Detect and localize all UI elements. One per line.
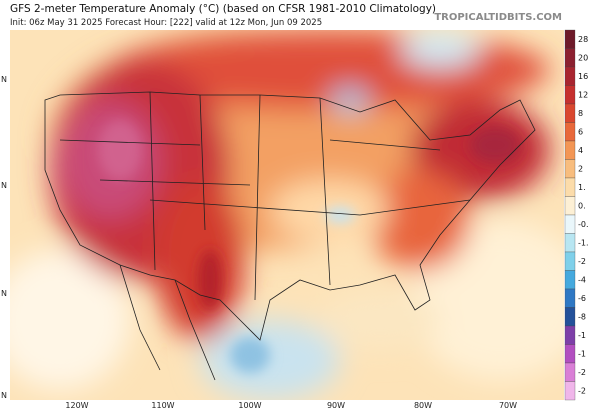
colorbar-swatch bbox=[564, 270, 576, 290]
colorbar-swatch bbox=[564, 85, 576, 105]
longitude-label: 110W bbox=[151, 401, 174, 410]
init-line: Init: 06z May 31 2025 Forecast Hour: [22… bbox=[10, 18, 322, 28]
colorbar-label: -0. bbox=[578, 220, 589, 229]
colorbar-label: 20 bbox=[578, 53, 588, 62]
latitude-label: N bbox=[1, 391, 7, 400]
colorbar-label: 4 bbox=[578, 146, 583, 155]
colorbar-swatch bbox=[564, 196, 576, 216]
latitude-label: N bbox=[1, 289, 7, 298]
colorbar-swatch bbox=[564, 381, 576, 401]
watermark: TROPICALTIDBITS.COM bbox=[434, 12, 562, 23]
title: GFS 2-meter Temperature Anomaly (°C) (ba… bbox=[10, 3, 436, 15]
colorbar: 28 20 16 12 8 6 4 2 1. 0. -0. -1. -2 -4 -6 -8 -1 -1 -2 -2 bbox=[564, 29, 589, 401]
colorbar-label: -1. bbox=[578, 238, 589, 247]
colorbar-label: 2 bbox=[578, 164, 583, 173]
colorbar-swatch bbox=[564, 214, 576, 234]
colorbar-label: 28 bbox=[578, 35, 588, 44]
longitude-label: 70W bbox=[499, 401, 517, 410]
colorbar-swatch bbox=[564, 48, 576, 68]
colorbar-swatch bbox=[564, 103, 576, 123]
colorbar-label: 6 bbox=[578, 127, 583, 136]
colorbar-label: 12 bbox=[578, 90, 588, 99]
colorbar-label: 16 bbox=[578, 72, 588, 81]
colorbar-swatch bbox=[564, 288, 576, 308]
colorbar-swatch bbox=[564, 140, 576, 160]
map-field bbox=[10, 30, 564, 400]
boundaries bbox=[44, 91, 536, 381]
colorbar-swatch bbox=[564, 122, 576, 142]
colorbar-label: -6 bbox=[578, 294, 586, 303]
colorbar-label: -2 bbox=[578, 368, 586, 377]
colorbar-swatch bbox=[564, 307, 576, 327]
axis-labels: 120W 110W 100W 90W 80W 70W N N N N bbox=[1, 75, 517, 410]
colorbar-swatch bbox=[564, 251, 576, 271]
colorbar-label: -2 bbox=[578, 386, 586, 395]
colorbar-label: 0. bbox=[578, 201, 586, 210]
colorbar-label: 1. bbox=[578, 183, 586, 192]
colorbar-label: -1 bbox=[578, 349, 586, 358]
latitude-label: N bbox=[1, 75, 7, 84]
longitude-label: 100W bbox=[238, 401, 261, 410]
colorbar-swatch bbox=[564, 325, 576, 345]
longitude-label: 90W bbox=[327, 401, 345, 410]
colorbar-label: -8 bbox=[578, 312, 586, 321]
colorbar-swatch bbox=[564, 159, 576, 179]
colorbar-swatch bbox=[564, 233, 576, 253]
colorbar-swatch bbox=[564, 29, 576, 49]
colorbar-swatch bbox=[564, 177, 576, 197]
longitude-label: 120W bbox=[65, 401, 88, 410]
colorbar-label: -2 bbox=[578, 257, 586, 266]
colorbar-label: -1 bbox=[578, 331, 586, 340]
colorbar-label: 8 bbox=[578, 109, 583, 118]
colorbar-label: -4 bbox=[578, 275, 586, 284]
longitude-label: 80W bbox=[414, 401, 432, 410]
colorbar-swatch bbox=[564, 362, 576, 382]
colorbar-swatch bbox=[564, 344, 576, 364]
latitude-label: N bbox=[1, 181, 7, 190]
colorbar-swatch bbox=[564, 66, 576, 86]
